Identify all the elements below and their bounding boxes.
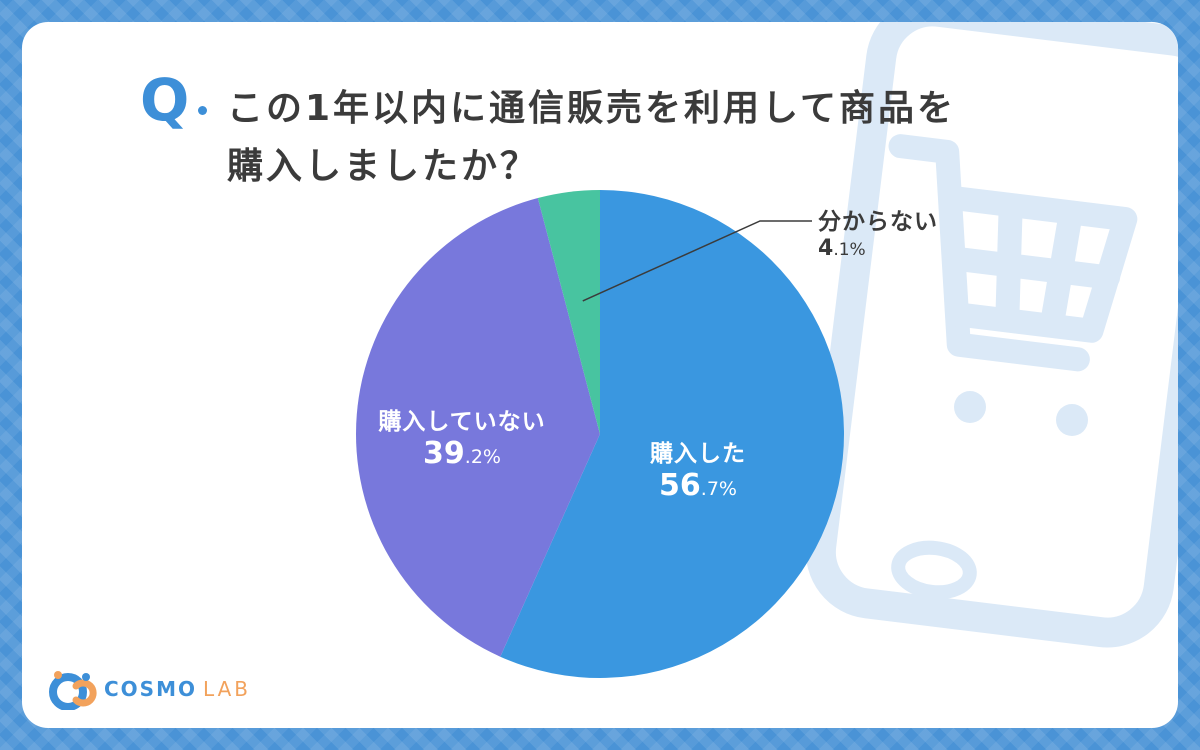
question-text: この1年以内に通信販売を利用して商品を 購入しましたか？ [227,80,1127,196]
logo-brand: COSMO [104,677,197,701]
slice-pct-dec-unknown: .1% [833,240,866,260]
logo-suffix: LAB [203,677,252,701]
slice-unknown [537,190,600,434]
smartphone-shopping-cart-icon [805,22,1178,648]
slice-pct-int-purchased: 56 [659,468,701,503]
slice-label-unknown: 分からない 4.1% [818,202,1018,261]
question-line-1: この1年以内に通信販売を利用して商品を [227,88,956,129]
question-mark-dot [198,106,207,115]
slice-not-purchased [355,198,600,657]
slice-name-unknown: 分からない [818,209,938,235]
logo-text: COSMO LAB [104,677,251,701]
card: Q この1年以内に通信販売を利用して商品を 購入しましたか？ 購入した 56.7… [22,22,1178,728]
slice-pct-dec-purchased: .7% [700,478,737,500]
brand-logo: COSMO LAB [46,668,251,710]
question-mark-q: Q [140,66,190,134]
slice-purchased [500,190,844,679]
slice-label-purchased: 購入した 56.7% [618,434,778,503]
slice-pct-int-not-purchased: 39 [423,436,465,471]
slice-pct-dec-not-purchased: .2% [464,446,501,468]
leader-line-unknown [582,220,812,302]
slice-label-not-purchased: 購入していない 39.2% [362,402,562,471]
slice-name-purchased: 購入した [650,441,746,467]
pie-chart [355,190,844,679]
question-line-2: 購入しましたか？ [227,146,540,187]
slice-name-not-purchased: 購入していない [378,409,546,435]
slice-pct-int-unknown: 4 [818,236,834,261]
cosmo-lab-logo-icon [49,671,97,710]
